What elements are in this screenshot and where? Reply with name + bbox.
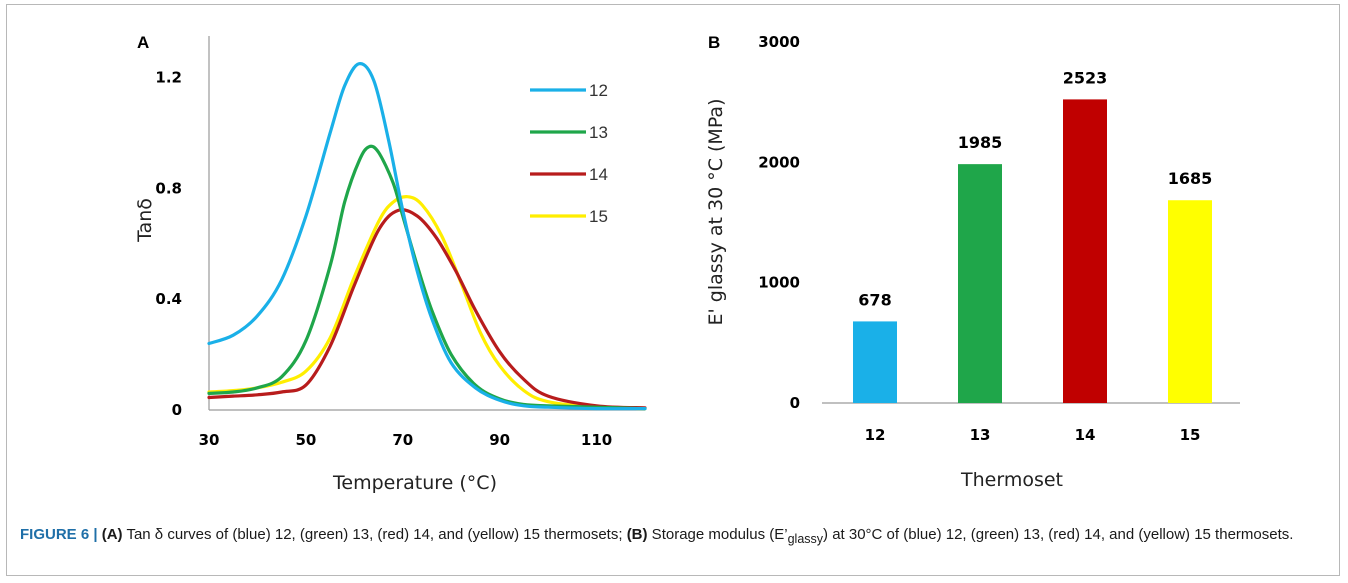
bar-value-label-14: 2523 — [1063, 68, 1108, 87]
chart-a-x-tick-label: 110 — [581, 431, 612, 449]
series-line-12 — [207, 62, 647, 411]
caption-b-marker: (B) — [626, 526, 648, 543]
series-line-13 — [207, 144, 647, 411]
bar-15 — [1168, 200, 1212, 403]
panel-b-letter: B — [708, 33, 720, 52]
chart-a-x-axis-label: Temperature (°C) — [332, 472, 497, 494]
chart-b-x-tick-label: 12 — [865, 426, 886, 444]
series-line-15 — [207, 195, 647, 411]
chart-a-y-tick-label: 0.4 — [155, 290, 182, 308]
figure-frame — [6, 4, 1340, 576]
caption-a-marker: (A) — [101, 526, 123, 543]
chart-b-y-tick-label: 1000 — [758, 274, 800, 292]
chart-b-x-tick-label: 15 — [1180, 426, 1201, 444]
chart-b-y-tick-label: 0 — [790, 394, 800, 412]
chart-b-y-tick-label: 2000 — [758, 153, 800, 171]
bar-12 — [853, 321, 897, 403]
chart-b-x-tick-label: 14 — [1075, 426, 1096, 444]
chart-a-y-tick-label: 1.2 — [155, 69, 182, 87]
chart-a-x-tick-label: 30 — [199, 431, 220, 449]
chart-a-y-tick-label: 0 — [172, 401, 182, 419]
legend-label-14: 14 — [589, 165, 608, 184]
bar-value-label-15: 1685 — [1168, 169, 1213, 188]
caption-a-text: Tan δ curves of (blue) 12, (green) 13, (… — [122, 526, 627, 543]
chart-a-x-tick-label: 70 — [392, 431, 413, 449]
panel-a-letter: A — [137, 33, 149, 52]
chart-b-x-axis-label: Thermoset — [960, 469, 1063, 491]
tan-delta-line-chart: 0 0.4 0.8 1.2 30 50 70 90 110 12 13 14 15 Temperat… — [134, 36, 647, 494]
series-line-14 — [207, 208, 647, 410]
bar-13 — [958, 164, 1002, 403]
chart-a-x-tick-label: 50 — [295, 431, 316, 449]
caption-b-text-1: Storage modulus (E’ — [647, 526, 788, 543]
caption-b-subscript: glassy — [787, 532, 824, 546]
legend-label-13: 13 — [589, 123, 608, 142]
chart-a-y-tick-label: 0.8 — [155, 179, 182, 197]
caption-figure-label: FIGURE 6 | — [20, 526, 98, 543]
chart-b-x-tick-label: 13 — [970, 426, 991, 444]
legend-label-12: 12 — [589, 81, 608, 100]
bar-value-label-12: 678 — [858, 290, 891, 309]
chart-b-y-tick-label: 3000 — [758, 33, 800, 51]
figure-canvas: A B 0 0.4 0.8 1.2 30 50 70 90 110 12 13 14 15 Temp… — [134, 33, 1240, 494]
caption-b-text-2: ) at 30°C of (blue) 12, (green) 13, (red… — [823, 526, 1294, 543]
chart-a-x-tick-label: 90 — [489, 431, 510, 449]
chart-b-y-axis-label: E' glassy at 30 °C (MPa) — [705, 99, 727, 326]
bar-value-label-13: 1985 — [958, 133, 1003, 152]
storage-modulus-bar-chart: 0 1000 2000 3000 678 1985 2523 1685 12 13 14 15 T… — [705, 33, 1240, 491]
figure-caption: FIGURE 6 | (A) Tan δ curves of (blue) 12… — [20, 524, 1320, 550]
legend-label-15: 15 — [589, 207, 608, 226]
bar-14 — [1063, 99, 1107, 404]
chart-a-y-axis-label: Tanδ — [134, 198, 156, 243]
